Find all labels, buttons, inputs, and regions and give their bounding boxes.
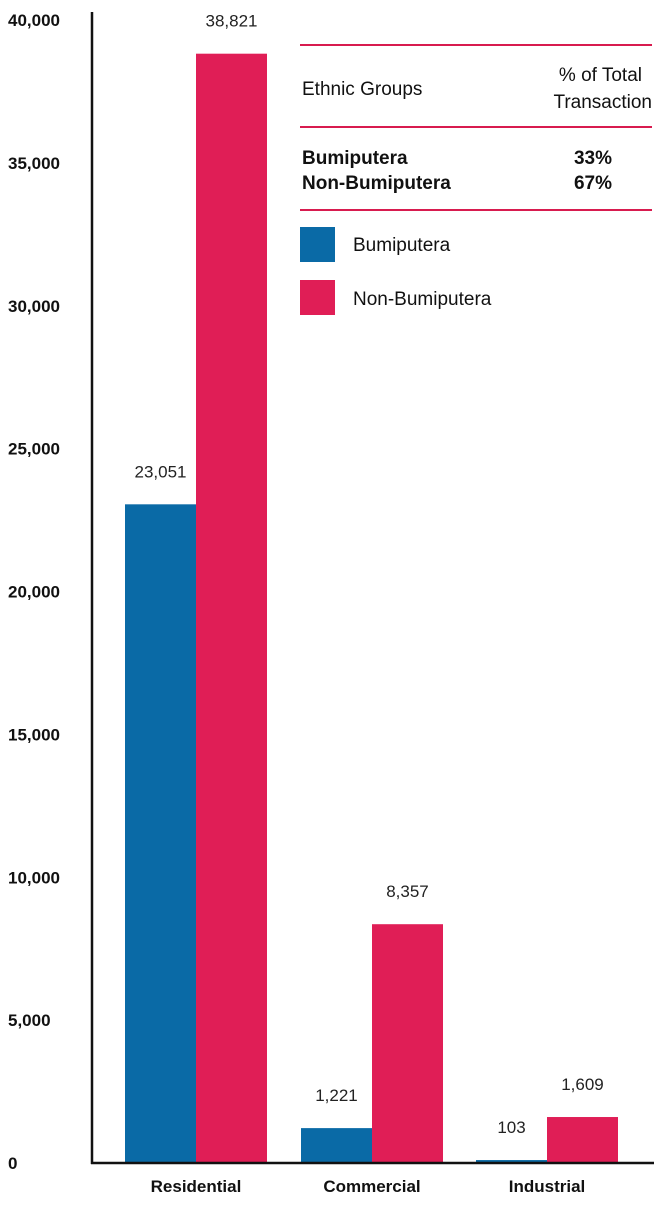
table-row-group-2: Non-Bumiputera	[302, 173, 451, 194]
data-label-industrial-bumiputera: 103	[497, 1118, 525, 1137]
y-tick-label-30000: 30,000	[8, 297, 60, 316]
x-category-label-industrial: Industrial	[509, 1177, 586, 1196]
legend-label-non-bumiputera: Non-Bumiputera	[353, 289, 492, 310]
y-tick-label-25000: 25,000	[8, 440, 60, 459]
table-header-percent-line1: % of Total	[559, 65, 642, 86]
axis-layer	[90, 12, 654, 1165]
table-row-group-1: Bumiputera	[302, 148, 408, 169]
y-tick-label-15000: 15,000	[8, 725, 60, 744]
labels-layer: 23,051 38,821 1,221 8,357 103 1,609	[135, 12, 604, 1137]
y-tick-label-5000: 5,000	[8, 1011, 51, 1030]
y-tick-label-10000: 10,000	[8, 868, 60, 887]
data-label-commercial-non-bumiputera: 8,357	[386, 882, 429, 901]
bar-industrial-non-bumiputera	[547, 1117, 618, 1163]
data-label-residential-bumiputera: 23,051	[135, 462, 187, 481]
data-label-residential-non-bumiputera: 38,821	[206, 12, 258, 31]
data-label-commercial-bumiputera: 1,221	[315, 1086, 358, 1105]
summary-table: Ethnic Groups % of Total Transaction Bum…	[300, 44, 652, 211]
y-tick-label-35000: 35,000	[8, 154, 60, 173]
table-row-percent-2: 67%	[574, 173, 612, 194]
legend-swatch-non-bumiputera	[300, 280, 335, 315]
y-tick-label-40000: 40,000	[8, 11, 60, 30]
x-category-label-residential: Residential	[151, 1177, 242, 1196]
bar-residential-bumiputera	[125, 504, 196, 1163]
y-tick-label-20000: 20,000	[8, 583, 60, 602]
cats-layer: Residential Commercial Industrial	[151, 1177, 586, 1196]
bars-layer	[125, 53, 618, 1163]
x-category-label-commercial: Commercial	[323, 1177, 420, 1196]
table-header-group: Ethnic Groups	[302, 79, 422, 100]
table-header-percent-line2: Transaction	[553, 92, 652, 113]
bar-residential-non-bumiputera	[196, 53, 267, 1163]
y-tick-label-0: 0	[8, 1154, 17, 1173]
bar-industrial-bumiputera	[476, 1160, 547, 1163]
bar-commercial-bumiputera	[301, 1128, 372, 1163]
ticks-layer: 0 5,000 10,000 15,000 20,000 25,000 30,000 35,0…	[8, 11, 60, 1173]
legend-swatch-bumiputera	[300, 227, 335, 262]
data-label-industrial-non-bumiputera: 1,609	[561, 1075, 604, 1094]
bar-commercial-non-bumiputera	[372, 924, 443, 1163]
legend-label-bumiputera: Bumiputera	[353, 235, 451, 256]
table-row-percent-1: 33%	[574, 148, 612, 169]
legend: Bumiputera Non-Bumiputera	[300, 227, 492, 315]
